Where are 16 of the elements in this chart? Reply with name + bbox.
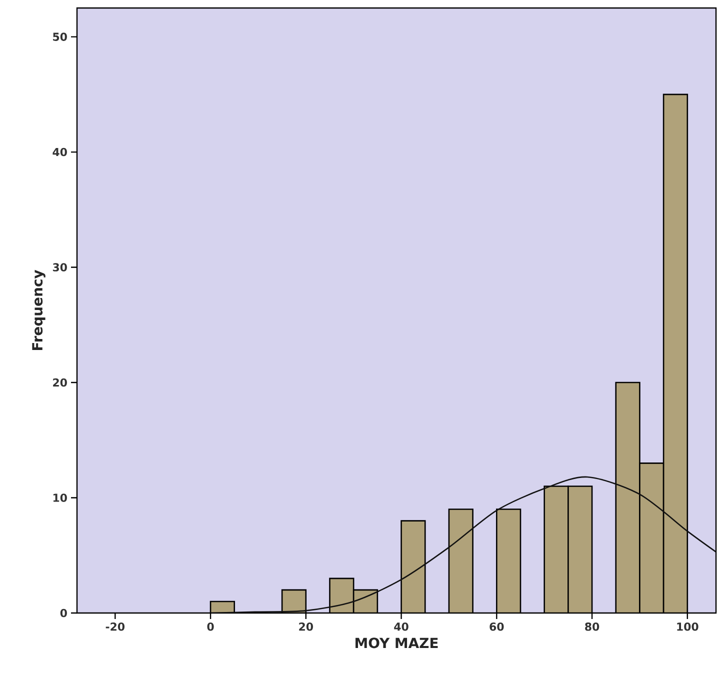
x-axis-title: MOY MAZE bbox=[356, 638, 438, 648]
y-tick-label: 20 bbox=[53, 378, 67, 387]
x-tick-label: -20 bbox=[106, 622, 125, 631]
x-tick-label: 100 bbox=[677, 622, 698, 631]
line-series bbox=[210, 476, 716, 613]
y-axis-title: Frequency bbox=[32, 270, 46, 350]
y-tick-label: 40 bbox=[52, 148, 67, 156]
x-tick-label: 60 bbox=[490, 622, 504, 631]
y-tick-label: 30 bbox=[52, 263, 67, 272]
x-tick-label: 80 bbox=[585, 622, 600, 631]
x-tick-label: 0 bbox=[207, 622, 214, 631]
x-tick-label: 40 bbox=[394, 622, 408, 631]
y-tick-label: 50 bbox=[53, 32, 67, 41]
y-tick-label: 0 bbox=[60, 608, 67, 618]
y-tick-label: 10 bbox=[53, 494, 67, 502]
x-tick-label: 20 bbox=[299, 622, 313, 631]
